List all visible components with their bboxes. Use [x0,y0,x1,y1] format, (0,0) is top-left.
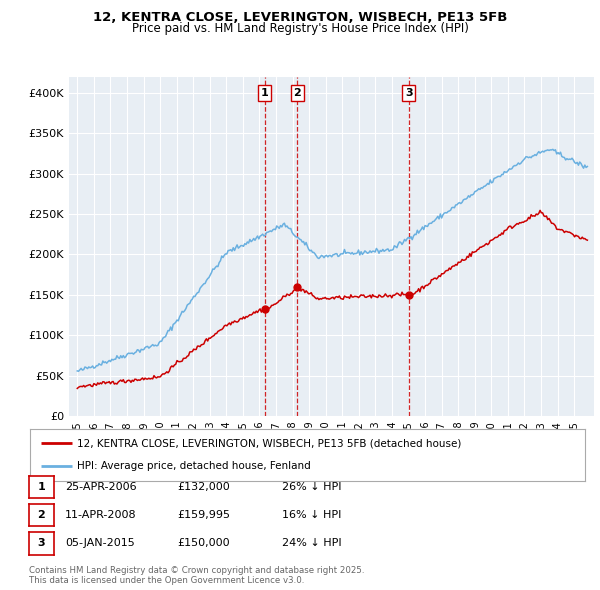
Text: £132,000: £132,000 [177,482,230,491]
Text: 1: 1 [38,482,45,491]
Text: Contains HM Land Registry data © Crown copyright and database right 2025.
This d: Contains HM Land Registry data © Crown c… [29,566,364,585]
Text: £159,995: £159,995 [177,510,230,520]
Text: HPI: Average price, detached house, Fenland: HPI: Average price, detached house, Fenl… [77,461,311,471]
Text: Price paid vs. HM Land Registry's House Price Index (HPI): Price paid vs. HM Land Registry's House … [131,22,469,35]
Text: 2: 2 [293,88,301,98]
Text: 24% ↓ HPI: 24% ↓ HPI [282,539,341,548]
Text: 26% ↓ HPI: 26% ↓ HPI [282,482,341,491]
Text: 16% ↓ HPI: 16% ↓ HPI [282,510,341,520]
Text: 25-APR-2006: 25-APR-2006 [65,482,136,491]
Text: 3: 3 [38,539,45,548]
Text: 12, KENTRA CLOSE, LEVERINGTON, WISBECH, PE13 5FB (detached house): 12, KENTRA CLOSE, LEVERINGTON, WISBECH, … [77,438,461,448]
Text: 05-JAN-2015: 05-JAN-2015 [65,539,134,548]
Text: 1: 1 [261,88,269,98]
Text: 11-APR-2008: 11-APR-2008 [65,510,136,520]
Text: £150,000: £150,000 [177,539,230,548]
Text: 2: 2 [38,510,45,520]
Text: 12, KENTRA CLOSE, LEVERINGTON, WISBECH, PE13 5FB: 12, KENTRA CLOSE, LEVERINGTON, WISBECH, … [93,11,507,24]
Text: 3: 3 [405,88,413,98]
